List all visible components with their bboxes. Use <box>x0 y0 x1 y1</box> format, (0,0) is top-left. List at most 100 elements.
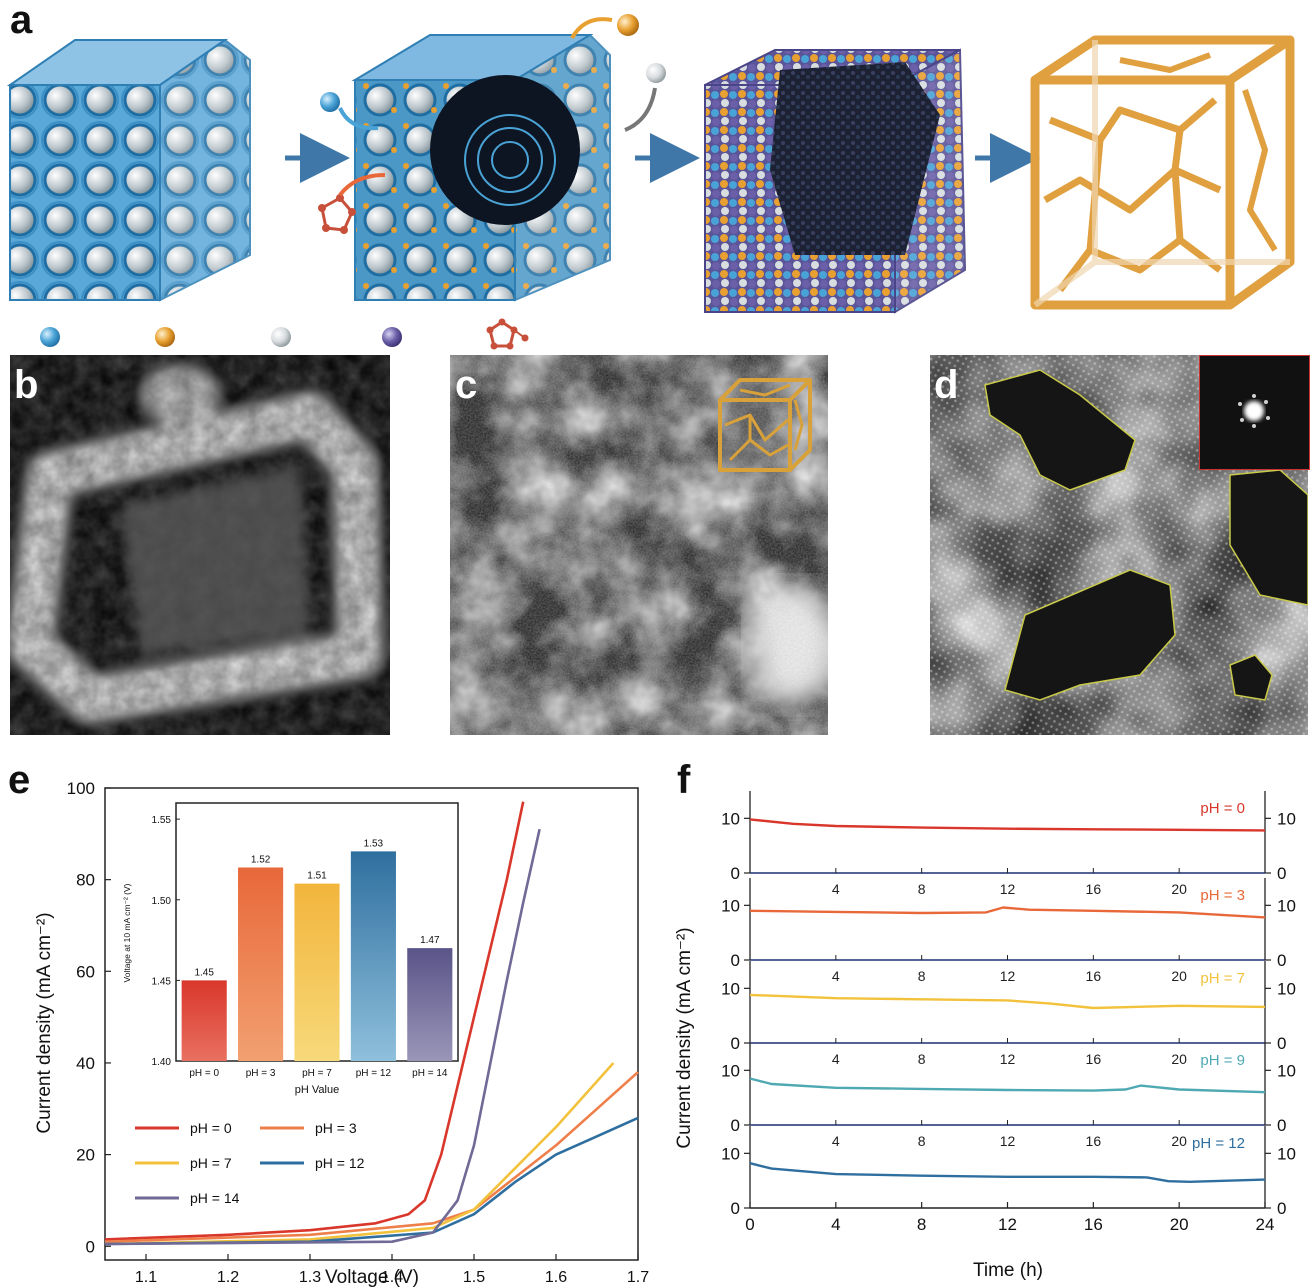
incoming-blue-atom <box>320 92 340 112</box>
subplot-ph9: 0 0 10 10 4 8 12 16 20 pH = 9 <box>721 1043 1296 1149</box>
series-label: pH = 12 <box>1192 1135 1245 1152</box>
x-tick-labels: 1.1 1.2 1.3 1.4 1.5 1.6 1.7 <box>135 1254 649 1286</box>
x-tick-label: 4 <box>832 1051 840 1067</box>
series-line <box>749 906 1266 919</box>
x-tick-label: 8 <box>918 1051 926 1067</box>
x-tick-label: 8 <box>918 881 926 897</box>
panel-b-label: b <box>14 363 39 407</box>
inset-category-label: pH = 3 <box>246 1068 276 1079</box>
panel-a-label: a <box>10 0 33 42</box>
x-tick-label: 24 <box>1256 1215 1275 1234</box>
x-tick-label: 8 <box>918 968 926 984</box>
x-tick-label: 16 <box>1086 1133 1102 1149</box>
x-tick-label: 1.1 <box>135 1269 157 1286</box>
nanoframe-back <box>1033 40 1290 308</box>
inset-bars: 1.45 pH = 0 1.52 pH = 3 1.51 pH = 7 1.53 pH = 1… <box>181 838 453 1079</box>
subplot-ph0: 0 0 10 10 4 8 12 16 20 pH = 0 <box>721 791 1296 897</box>
legend-label: pH = 7 <box>190 1155 232 1171</box>
series-label: pH = 7 <box>1200 970 1245 987</box>
series-line-ph7 <box>104 1062 615 1246</box>
inset-bar <box>350 851 396 1061</box>
x-tick-label: 12 <box>1000 968 1016 984</box>
incoming-ligand <box>318 194 356 234</box>
x-tick-label: 0 <box>745 1215 754 1234</box>
inset-y-axis-label: Voltage at 10 mA cm⁻² (V) <box>122 883 132 982</box>
inset-bar <box>181 980 227 1061</box>
y-tick-label: 60 <box>76 962 95 981</box>
panel-c-micrograph <box>450 355 828 735</box>
series-line <box>749 818 1266 832</box>
y-tick-label: 10 <box>721 979 740 998</box>
series-line-ph3 <box>104 1071 639 1243</box>
x-tick-label: 8 <box>918 1133 926 1149</box>
inset-y-tick-label: 1.45 <box>152 976 172 987</box>
y-tick-label-right: 10 <box>1277 809 1296 828</box>
x-tick-label: 8 <box>917 1215 926 1234</box>
inset-category-label: pH = 12 <box>356 1068 392 1079</box>
y-tick-label: 10 <box>721 896 740 915</box>
y-axis-label: Current density (mA cm⁻²) <box>675 927 695 1148</box>
x-tick-label: 12 <box>998 1215 1017 1234</box>
etched-cube <box>351 33 611 302</box>
inset-category-label: pH = 14 <box>412 1068 448 1079</box>
series-line-ph14 <box>104 828 541 1246</box>
x-tick-label: 16 <box>1086 881 1102 897</box>
y-tick-label-right: 0 <box>1277 1034 1286 1053</box>
y-tick-label: 40 <box>76 1054 95 1073</box>
y-tick-label-right: 0 <box>1277 1199 1286 1218</box>
inset-y-tick-labels: 1.40 1.45 1.50 1.55 <box>152 815 180 1068</box>
y-tick-label: 0 <box>731 864 740 883</box>
x-axis-label: Voltage (V) <box>325 1267 419 1288</box>
panel-c-label: c <box>455 363 478 407</box>
fft-inset <box>1199 355 1310 470</box>
y-axis-label: Current density (mA cm⁻²) <box>34 912 55 1133</box>
x-tick-label: 12 <box>1000 1133 1016 1149</box>
legend-orange-atom-icon <box>155 327 175 347</box>
legend-grey-atom-icon <box>271 327 291 347</box>
x-tick-label: 12 <box>1000 881 1016 897</box>
x-tick-label: 1.3 <box>299 1269 321 1286</box>
x-tick-label: 16 <box>1086 968 1102 984</box>
x-tick-label: 1.6 <box>545 1269 567 1286</box>
inset-bar-value-label: 1.45 <box>194 967 214 978</box>
panel-d-label: d <box>934 363 959 407</box>
x-tick-label: 20 <box>1170 1215 1189 1234</box>
y-tick-labels: 0 20 40 60 80 100 <box>67 779 111 1256</box>
series-line <box>749 1162 1266 1183</box>
subplot-ph7: 0 0 10 10 4 8 12 16 20 pH = 7 <box>721 961 1296 1067</box>
nanoframe-inset-icon <box>718 378 812 472</box>
y-tick-label: 0 <box>731 951 740 970</box>
y-tick-label: 0 <box>86 1237 95 1256</box>
series-label: pH = 0 <box>1200 800 1245 817</box>
x-tick-label: 12 <box>1000 1051 1016 1067</box>
series-lines <box>104 801 639 1246</box>
inset-bar-value-label: 1.51 <box>307 871 327 882</box>
x-tick-labels: 0 4 8 12 16 20 24 <box>745 1202 1274 1234</box>
x-tick-label: 1.4 <box>381 1269 403 1286</box>
x-tick-label: 1.2 <box>217 1269 239 1286</box>
inset-y-tick-label: 1.50 <box>152 896 172 907</box>
x-tick-label: 4 <box>832 968 840 984</box>
panel-f-label: f <box>677 758 691 802</box>
x-tick-label: 16 <box>1086 1051 1102 1067</box>
inset-category-label: pH = 7 <box>302 1068 332 1079</box>
x-tick-label: 20 <box>1171 968 1187 984</box>
inset-bar-value-label: 1.52 <box>251 855 271 866</box>
legend-ligand-icon <box>486 318 529 350</box>
incoming-grey-atom <box>646 63 666 83</box>
y-tick-label: 10 <box>721 809 740 828</box>
legend: pH = 0 pH = 3 pH = 7 pH = 12 pH = 14 <box>135 1120 365 1206</box>
y-tick-label: 80 <box>76 871 95 890</box>
series-line <box>749 993 1266 1010</box>
x-tick-label: 4 <box>832 881 840 897</box>
series-label: pH = 9 <box>1200 1052 1245 1069</box>
hollow-alloy-cube <box>704 48 967 314</box>
y-tick-label: 10 <box>721 1144 740 1163</box>
zif-cube <box>6 38 251 302</box>
inset-y-tick-label: 1.55 <box>152 815 172 826</box>
y-tick-label-right: 0 <box>1277 1116 1286 1135</box>
subplot-ph3: 0 0 10 10 4 8 12 16 20 pH = 3 <box>721 878 1296 984</box>
y-tick-label: 0 <box>731 1116 740 1135</box>
inset-y-tick-label: 1.40 <box>152 1057 172 1068</box>
